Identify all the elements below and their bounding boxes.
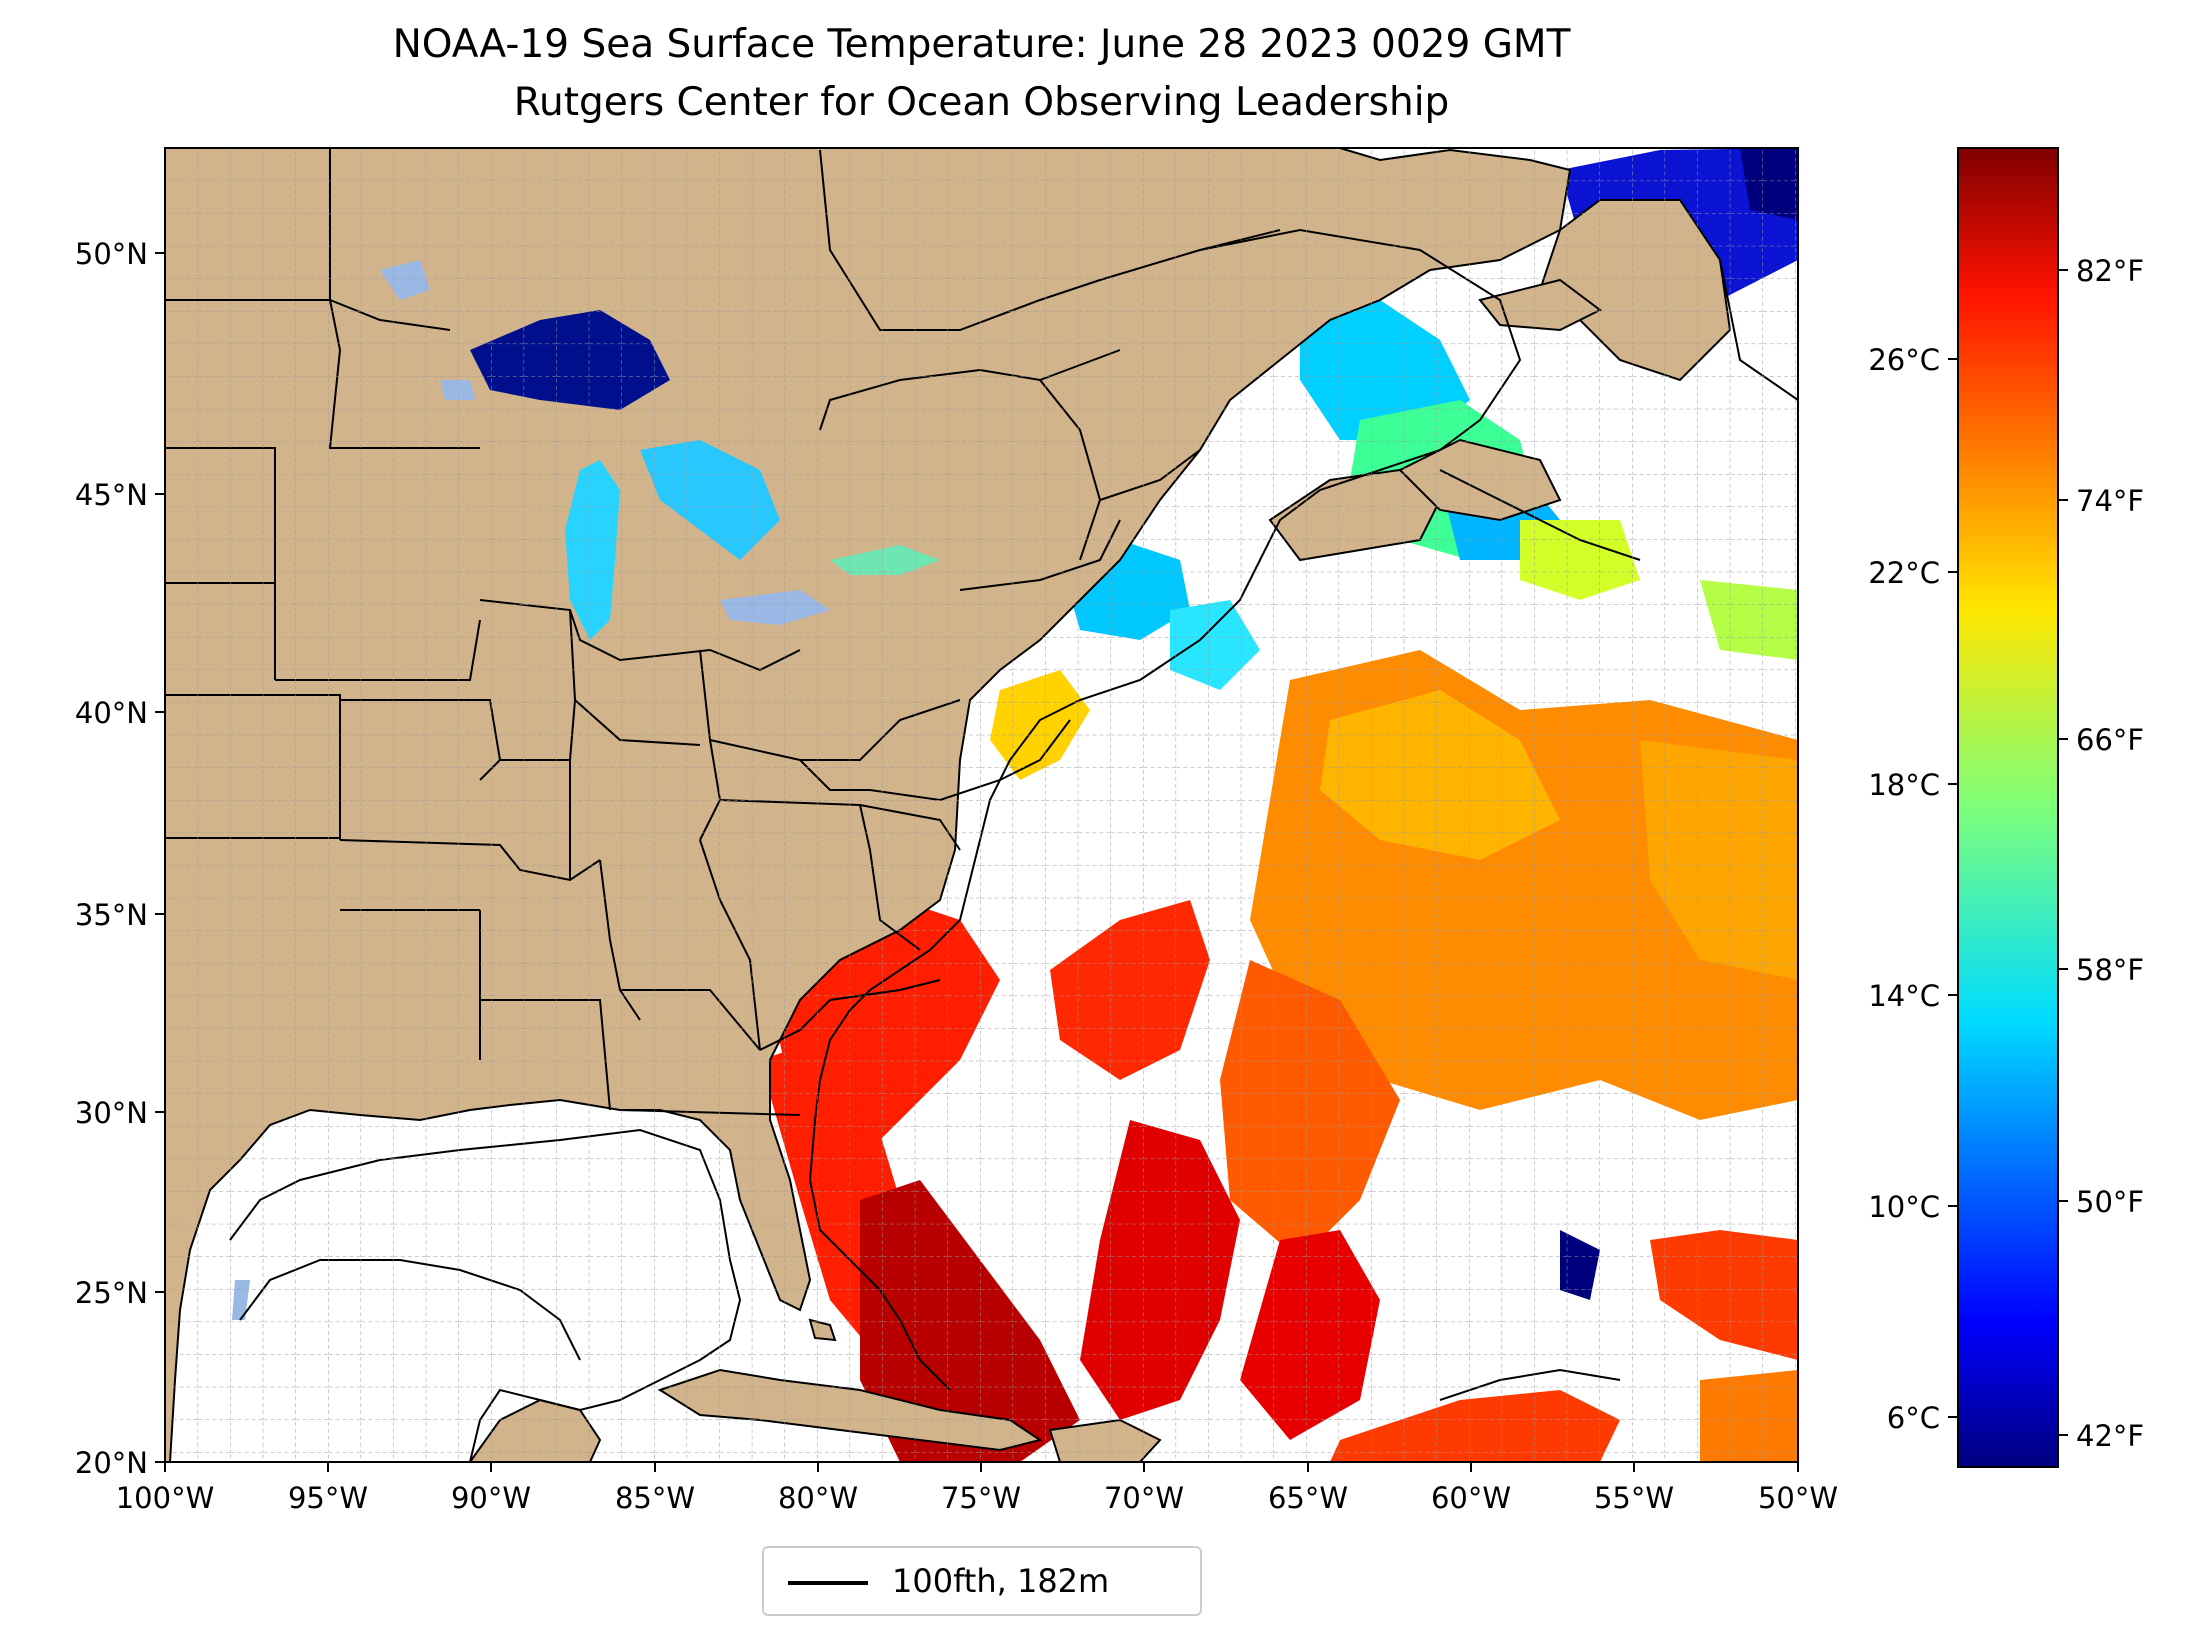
lon-tick-label: 75°W xyxy=(941,1481,1021,1515)
celsius-tick-label: 22°C xyxy=(1868,556,1940,590)
lon-tick-label: 100°W xyxy=(116,1481,215,1515)
lon-tick-label: 95°W xyxy=(288,1481,368,1515)
map-area xyxy=(165,148,1798,1462)
celsius-tick-label: 6°C xyxy=(1887,1401,1940,1435)
fahrenheit-tick-label: 82°F xyxy=(2076,254,2144,288)
fahrenheit-tick-label: 74°F xyxy=(2076,484,2144,518)
lon-tick-label: 50°W xyxy=(1758,1481,1838,1515)
lat-tick-label: 35°N xyxy=(75,898,148,932)
longitude-axis: 100°W 95°W 90°W 85°W 80°W 75°W 70°W 65°W 60°W 55°… xyxy=(116,1462,1838,1515)
fahrenheit-tick-label: 42°F xyxy=(2076,1419,2144,1453)
celsius-tick-label: 18°C xyxy=(1868,768,1940,802)
celsius-tick-label: 26°C xyxy=(1868,343,1940,377)
fahrenheit-tick-label: 50°F xyxy=(2076,1185,2144,1219)
lat-tick-label: 30°N xyxy=(75,1096,148,1130)
map-subtitle: Rutgers Center for Ocean Observing Leade… xyxy=(513,80,1450,125)
lon-tick-label: 60°W xyxy=(1431,1481,1511,1515)
colorbar-fahrenheit-axis: 82°F 74°F 66°F 58°F 50°F 42°F xyxy=(2058,254,2144,1453)
isobath-legend-label: 100fth, 182m xyxy=(892,1562,1110,1600)
lat-lon-grid xyxy=(165,148,1798,1462)
latitude-axis: 50°N 45°N 40°N 35°N 30°N 25°N 20°N xyxy=(75,237,165,1480)
lat-tick-label: 40°N xyxy=(75,696,148,730)
lat-tick-label: 45°N xyxy=(75,478,148,512)
lon-tick-label: 65°W xyxy=(1268,1481,1348,1515)
map-title: NOAA-19 Sea Surface Temperature: June 28… xyxy=(392,22,1571,67)
colorbar-celsius-axis: 26°C 22°C 18°C 14°C 10°C 6°C xyxy=(1868,343,1958,1435)
lon-tick-label: 80°W xyxy=(778,1481,858,1515)
lat-tick-label: 50°N xyxy=(75,237,148,271)
fahrenheit-tick-label: 66°F xyxy=(2076,723,2144,757)
colorbar xyxy=(1957,147,2059,1468)
fahrenheit-tick-label: 58°F xyxy=(2076,953,2144,987)
celsius-tick-label: 10°C xyxy=(1868,1190,1940,1224)
lon-tick-label: 70°W xyxy=(1104,1481,1184,1515)
lon-tick-label: 55°W xyxy=(1594,1481,1674,1515)
celsius-tick-label: 14°C xyxy=(1868,979,1940,1013)
lat-tick-label: 20°N xyxy=(75,1446,148,1480)
lat-tick-label: 25°N xyxy=(75,1276,148,1310)
lon-tick-label: 85°W xyxy=(615,1481,695,1515)
lon-tick-label: 90°W xyxy=(451,1481,531,1515)
isobath-legend-line xyxy=(788,1581,868,1585)
isobath-legend: 100fth, 182m xyxy=(762,1546,1202,1616)
